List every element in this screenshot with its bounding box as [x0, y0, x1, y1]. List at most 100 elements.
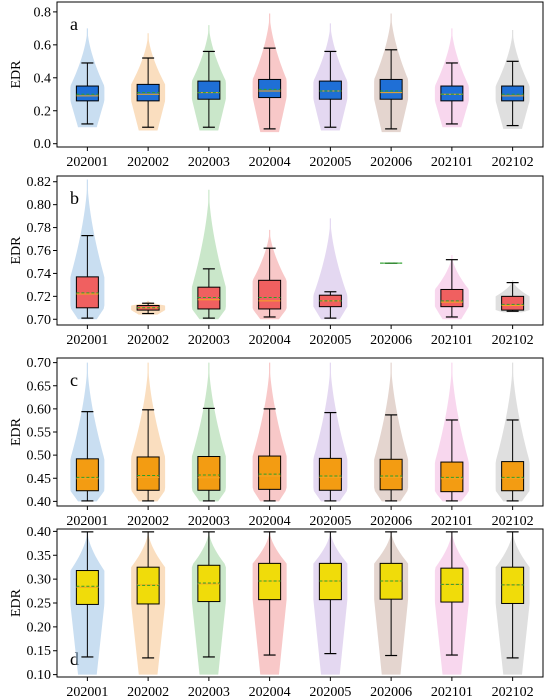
x-tick-label: 202102	[492, 333, 534, 348]
y-tick-label: 0.6	[34, 38, 52, 53]
box	[501, 295, 525, 311]
y-tick-label: 0.65	[27, 379, 52, 394]
x-tick-label: 202004	[249, 155, 291, 170]
y-tick-label: 0.0	[34, 137, 52, 152]
panel-c: 0.40 0.45 0.50 0.55 0.60 0.65 0.70 EDR c 202001 20…	[9, 356, 544, 529]
x-tick-label: 202102	[492, 685, 534, 698]
box-group-202006	[374, 362, 409, 502]
x-tick-label: 202001	[66, 333, 108, 348]
y-tick-label: 0.45	[27, 472, 52, 487]
box-group-202102	[495, 362, 530, 502]
x-tick-label: 202003	[188, 155, 230, 170]
box	[258, 279, 282, 310]
y-tick-label: 0.50	[27, 449, 52, 464]
box	[197, 456, 221, 491]
y-tick-label: 0.72	[27, 290, 52, 305]
x-tick-label: 202001	[66, 685, 108, 698]
box	[318, 457, 342, 491]
x-tick-label: 202101	[431, 514, 473, 529]
y-tick-label: 0.70	[27, 313, 52, 328]
plot-frame	[56, 1, 544, 148]
x-tick-label: 202102	[492, 514, 534, 529]
x-tick-label: 202002	[127, 514, 169, 529]
x-tick-label: 202101	[431, 333, 473, 348]
panel-letter: c	[70, 370, 78, 390]
box-group-202004	[252, 362, 287, 502]
x-tick-label: 202002	[127, 155, 169, 170]
y-tick-label: 0.74	[27, 267, 52, 282]
box-group-202003	[191, 25, 226, 131]
y-tick-label: 0.55	[27, 426, 52, 441]
box	[258, 455, 282, 490]
y-tick-label: 0.70	[27, 356, 52, 371]
box-group-202102	[495, 531, 530, 675]
y-tick-label: 0.4	[34, 71, 52, 86]
x-tick-label: 202003	[188, 333, 230, 348]
box-group-202004	[252, 229, 287, 320]
panel-letter: d	[70, 649, 79, 669]
y-tick-label: 0.25	[27, 597, 52, 612]
box	[258, 78, 282, 99]
y-axis-label: EDR	[9, 588, 24, 617]
box-group-202101	[434, 362, 469, 502]
y-tick-label: 0.40	[27, 495, 52, 510]
violin	[313, 218, 348, 320]
y-tick-label: 0.15	[27, 644, 52, 659]
box-group-202004	[252, 13, 287, 133]
box-group-202003	[191, 362, 226, 502]
box	[501, 85, 525, 102]
box-group-202001	[70, 179, 105, 320]
box	[501, 461, 525, 492]
box	[318, 80, 342, 100]
x-tick-label: 202006	[370, 685, 412, 698]
y-tick-label: 0.80	[27, 198, 52, 213]
y-tick-label: 0.30	[27, 573, 52, 588]
box	[440, 567, 464, 603]
x-tick-label: 202005	[309, 685, 351, 698]
box-group-202001	[70, 28, 105, 128]
y-tick-label: 0.40	[27, 525, 52, 540]
x-tick-label: 202101	[431, 155, 473, 170]
x-tick-label: 202002	[127, 685, 169, 698]
plot-frame	[56, 528, 544, 678]
x-tick-label: 202101	[431, 685, 473, 698]
box-group-202005	[313, 531, 348, 675]
y-tick-label: 0.78	[27, 221, 52, 236]
plot-frame	[56, 175, 544, 326]
box-group-202004	[252, 531, 287, 675]
box	[75, 458, 99, 492]
y-axis-label: EDR	[9, 236, 24, 265]
box-group-202006	[374, 13, 409, 133]
panel-a: 0.0 0.2 0.4 0.6 0.8 EDR a 202001 202002 202003 202…	[9, 1, 544, 170]
x-tick-label: 202005	[309, 155, 351, 170]
box-group-202005	[313, 218, 348, 320]
x-tick-label: 202001	[66, 155, 108, 170]
x-tick-label: 202006	[370, 514, 412, 529]
box	[440, 85, 464, 102]
y-tick-label: 0.2	[34, 104, 52, 119]
y-tick-label: 0.10	[27, 668, 52, 683]
box-group-202002	[131, 33, 166, 131]
box	[440, 288, 464, 308]
box-group-202102	[495, 30, 530, 129]
x-tick-label: 202004	[249, 685, 291, 698]
x-tick-label: 202102	[492, 155, 534, 170]
box-group-202005	[313, 362, 348, 502]
x-tick-label: 202004	[249, 333, 291, 348]
box-group-202001	[70, 531, 105, 675]
x-tick-label: 202003	[188, 685, 230, 698]
x-tick-label: 202001	[66, 514, 108, 529]
box-group-202002	[131, 531, 166, 675]
plot-frame	[56, 357, 544, 507]
box	[379, 78, 403, 100]
y-axis-label: EDR	[9, 60, 24, 89]
panels: 0.0 0.2 0.4 0.6 0.8 EDR a 202001 202002 202003 202…	[9, 1, 544, 698]
panel-letter: b	[70, 188, 79, 208]
box-group-202101	[434, 531, 469, 675]
box-group-202005	[313, 23, 348, 131]
box-group-202002	[131, 300, 166, 315]
box-group-202003	[191, 531, 226, 675]
box-group-202002	[131, 362, 166, 502]
box-group-202001	[70, 362, 105, 502]
